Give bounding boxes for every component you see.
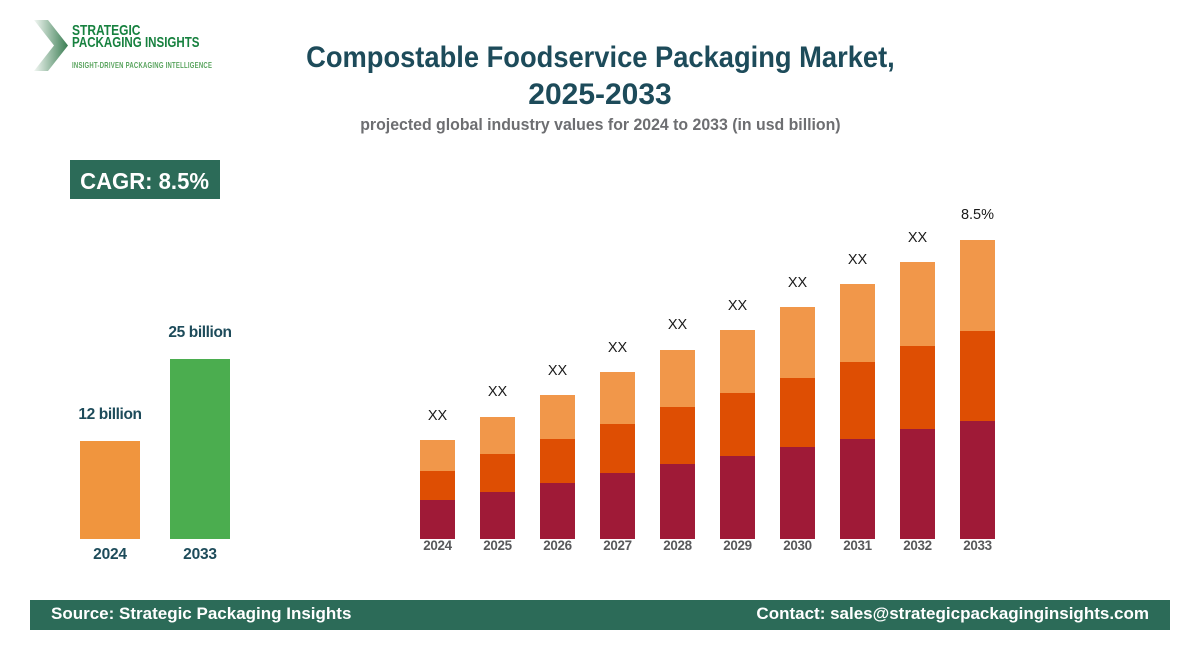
- page-title: Compostable Foodservice Packaging Market…: [0, 39, 1200, 113]
- stacked-segment-top-2026: [540, 395, 575, 440]
- stacked-bar-year-2026: 2026: [543, 538, 572, 553]
- summary-bar-2024: [80, 440, 140, 539]
- stacked-segment-bottom-2029: [720, 456, 755, 539]
- title-line1: Compostable Foodservice Packaging Market…: [305, 41, 895, 74]
- stacked-segment-middle-2028: [660, 407, 695, 465]
- stacked-bar-year-2031: 2031: [843, 538, 872, 553]
- stacked-segment-top-2028: [660, 349, 695, 408]
- stacked-bar-2033: [960, 239, 995, 539]
- stacked-segment-top-2031: [840, 284, 875, 362]
- stacked-segment-middle-2031: [840, 361, 875, 439]
- stacked-bar-year-2033: 2033: [963, 538, 992, 553]
- summary-bar-value-2033: 25 billion: [168, 324, 232, 342]
- stacked-segment-bottom-2025: [480, 491, 515, 539]
- logo-line1: STRATEGIC: [72, 22, 141, 40]
- summary-bar-2033: [170, 359, 230, 539]
- stacked-segment-top-2024: [420, 440, 455, 471]
- stacked-bar-2030: [780, 307, 815, 539]
- stacked-segment-bottom-2028: [660, 464, 695, 539]
- stacked-bar-2027: [600, 372, 635, 539]
- stacked-bar-label-2031: XX: [847, 251, 868, 268]
- stacked-bar-label-2032: XX: [907, 229, 928, 246]
- stacked-segment-bottom-2030: [780, 447, 815, 539]
- stacked-bar-2028: [660, 349, 695, 539]
- cagr-badge: CAGR: 8.5%: [70, 160, 220, 199]
- stacked-bar-label-2030: XX: [787, 274, 808, 291]
- stacked-segment-middle-2033: [960, 331, 995, 421]
- stacked-bar-year-2025: 2025: [483, 538, 512, 553]
- stacked-bar-label-2028: XX: [667, 317, 688, 334]
- stacked-bar-year-2024: 2024: [423, 538, 452, 553]
- stacked-bar-label-2033: 8.5%: [960, 207, 995, 224]
- summary-bar-year-2033: 2033: [183, 546, 217, 563]
- stacked-bar-year-2032: 2032: [903, 538, 932, 553]
- page-subtitle: projected global industry values for 202…: [359, 115, 841, 134]
- stacked-segment-bottom-2032: [900, 428, 935, 539]
- stacked-bar-label-2029: XX: [727, 297, 748, 314]
- cagr-badge-label: CAGR: 8.5%: [80, 167, 210, 194]
- logo-tagline: INSIGHT-DRIVEN PACKAGING INTELLIGENCE: [72, 59, 213, 70]
- chevron-arrow-icon: [34, 20, 68, 71]
- summary-bar-value-2024: 12 billion: [78, 405, 142, 423]
- stacked-bar-2024: [420, 440, 455, 539]
- stacked-segment-bottom-2031: [840, 438, 875, 539]
- stacked-segment-top-2033: [960, 239, 995, 332]
- stacked-bar-label-2026: XX: [547, 362, 568, 379]
- stacked-segment-middle-2030: [780, 377, 815, 448]
- stacked-segment-top-2027: [600, 372, 635, 425]
- stacked-segment-top-2029: [720, 330, 755, 394]
- stacked-segment-middle-2027: [600, 424, 635, 473]
- stacked-bar-2032: [900, 262, 935, 539]
- stacked-segment-middle-2026: [540, 439, 575, 483]
- stacked-segment-top-2030: [780, 307, 815, 378]
- stacked-segment-bottom-2027: [600, 472, 635, 539]
- logo-line2: PACKAGING INSIGHTS: [72, 33, 200, 51]
- stacked-bar-2025: [480, 416, 515, 539]
- title-line2: 2025-2033: [528, 78, 672, 111]
- summary-bar-year-2024: 2024: [93, 546, 127, 563]
- footer-contact: Contact: sales@strategicpackaginginsight…: [756, 603, 1149, 623]
- stacked-segment-bottom-2033: [960, 420, 995, 539]
- stacked-bar-year-2030: 2030: [783, 538, 812, 553]
- stacked-segment-middle-2024: [420, 470, 455, 501]
- brand-logo: STRATEGIC PACKAGING INSIGHTS INSIGHT-DRI…: [30, 19, 290, 79]
- stacked-segment-top-2025: [480, 416, 515, 455]
- stacked-bar-year-2027: 2027: [603, 538, 632, 553]
- stacked-segment-middle-2029: [720, 393, 755, 457]
- stacked-bar-2026: [540, 395, 575, 539]
- stacked-segment-middle-2032: [900, 345, 935, 429]
- stacked-bar-2031: [840, 284, 875, 539]
- stacked-bar-year-2028: 2028: [663, 538, 692, 553]
- stacked-bar-label-2027: XX: [607, 339, 628, 356]
- stacked-segment-bottom-2024: [420, 500, 455, 539]
- stacked-bar-2029: [720, 330, 755, 539]
- footer-source: Source: Strategic Packaging Insights: [51, 603, 352, 623]
- footer-bar: Source: Strategic Packaging Insights Con…: [30, 600, 1170, 630]
- stacked-bar-label-2025: XX: [487, 384, 508, 401]
- stacked-segment-top-2032: [900, 262, 935, 346]
- stacked-bar-label-2024: XX: [427, 407, 448, 424]
- stacked-segment-middle-2025: [480, 454, 515, 492]
- stacked-bar-year-2029: 2029: [723, 538, 752, 553]
- stacked-segment-bottom-2026: [540, 482, 575, 539]
